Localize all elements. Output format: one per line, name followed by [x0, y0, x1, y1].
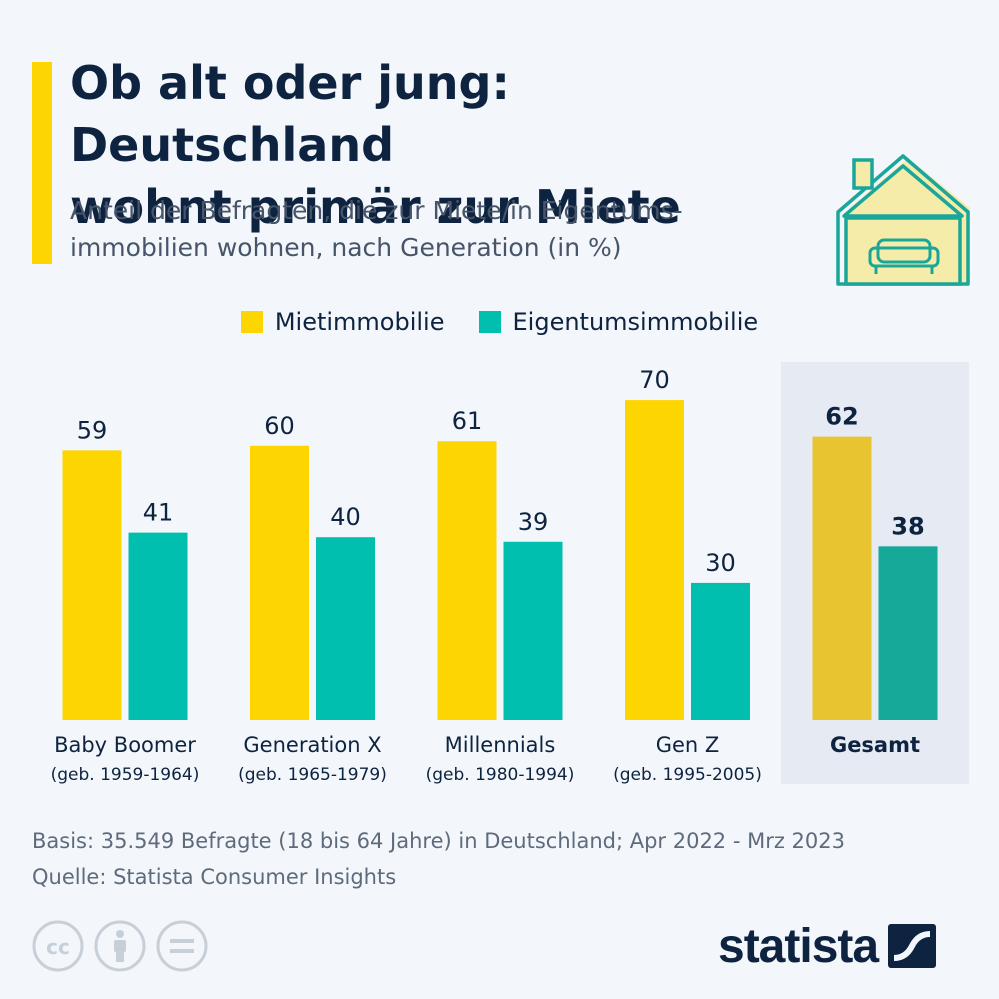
legend-label-rent: Mietimmobilie — [274, 308, 445, 336]
bar-rent-baby-boomer — [62, 450, 122, 720]
category-sublabel-gen-z: (geb. 1995-2005) — [613, 765, 762, 785]
license-icons: cc — [32, 920, 208, 972]
subtitle-line-2: immobilien wohnen, nach Generation (in %… — [70, 233, 622, 262]
category-sublabel-baby-boomer: (geb. 1959-1964) — [51, 765, 200, 785]
data-label-own-baby-boomer: 41 — [143, 499, 174, 527]
statista-brand: statista — [718, 918, 970, 974]
data-label-rent-gen-z: 70 — [639, 366, 670, 394]
legend-item-own: Eigentumsimmobilie — [478, 308, 759, 336]
data-label-rent-baby-boomer: 59 — [77, 416, 108, 444]
house-with-sofa-icon — [836, 154, 970, 286]
bar-own-generation-x — [316, 537, 375, 720]
bar-own-baby-boomer — [128, 532, 188, 720]
title-line-1: Ob alt oder jung: Deutschland — [70, 56, 510, 172]
data-label-own-millennials: 39 — [518, 508, 549, 536]
data-label-rent-generation-x: 60 — [264, 412, 295, 440]
chart-legend: Mietimmobilie Eigentumsimmobilie — [0, 308, 999, 336]
brand-wordmark: statista — [718, 919, 879, 973]
footer-source: Quelle: Statista Consumer Insights — [32, 865, 397, 889]
data-label-own-gen-z: 30 — [705, 549, 736, 577]
data-label-rent-gesamt: 62 — [825, 403, 858, 431]
legend-item-rent: Mietimmobilie — [240, 308, 445, 336]
bar-rent-generation-x — [250, 445, 309, 720]
no-derivatives-icon — [156, 920, 208, 972]
title-line-2: wohnt primär zur Miete — [70, 180, 681, 234]
subtitle-line-1: Anteil der Befragten, die zur Miete/in E… — [70, 196, 683, 225]
category-label-millennials: Millennials — [445, 733, 556, 757]
category-label-baby-boomer: Baby Boomer — [54, 733, 196, 757]
legend-label-own: Eigentumsimmobilie — [512, 308, 759, 336]
footer-basis: Basis: 35.549 Befragte (18 bis 64 Jahre)… — [32, 829, 845, 853]
chart-subtitle: Anteil der Befragten, die zur Miete/in E… — [70, 192, 810, 266]
category-sublabel-generation-x: (geb. 1965-1979) — [238, 765, 387, 785]
highlight-panel-gesamt — [781, 362, 969, 784]
legend-swatch-own — [478, 311, 501, 333]
attribution-icon — [94, 920, 146, 972]
legend-swatch-rent — [240, 311, 263, 333]
statista-logo-icon — [888, 924, 937, 968]
cc-icon: cc — [32, 920, 84, 972]
chart-title: Ob alt oder jung: Deutschland wohnt prim… — [70, 52, 810, 238]
bar-own-gen-z — [691, 582, 750, 720]
bar-rent-millennials — [437, 441, 497, 720]
data-label-own-generation-x: 40 — [330, 503, 361, 531]
bar-own-millennials — [503, 541, 563, 720]
category-label-gen-z: Gen Z — [656, 733, 720, 757]
bar-own-gesamt — [878, 546, 938, 720]
category-sublabel-millennials: (geb. 1980-1994) — [426, 765, 575, 785]
bar-rent-gesamt — [812, 436, 872, 720]
data-label-rent-millennials: 61 — [452, 407, 483, 435]
svg-text:cc: cc — [46, 935, 70, 959]
bar-rent-gen-z — [625, 400, 684, 720]
category-label-generation-x: Generation X — [243, 733, 381, 757]
data-label-own-gesamt: 38 — [891, 512, 924, 540]
category-label-gesamt: Gesamt — [830, 733, 920, 757]
title-accent-bar — [32, 62, 52, 264]
